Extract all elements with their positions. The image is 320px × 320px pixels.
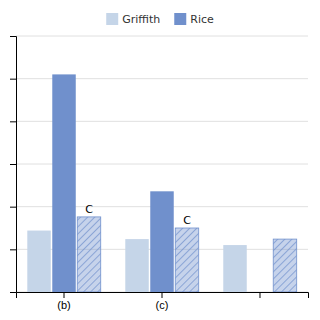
legend-label: Griffith <box>122 13 160 26</box>
y-tick-mark <box>10 249 16 250</box>
bar <box>27 231 50 292</box>
y-tick-mark <box>10 207 16 208</box>
y-tick <box>10 249 16 250</box>
x-tick-mark <box>64 292 65 298</box>
y-tick-mark <box>10 164 16 165</box>
annotation: C <box>85 203 93 216</box>
y-tick <box>10 79 16 80</box>
grid-line <box>16 36 308 37</box>
grid <box>16 36 308 292</box>
y-tick-mark <box>10 292 16 293</box>
legend-item: Griffith <box>106 13 160 26</box>
y-tick <box>10 164 16 165</box>
x-tick-mark <box>162 292 163 298</box>
y-axis-line <box>10 37 17 293</box>
x-axis-line <box>17 293 309 299</box>
bar <box>223 245 246 292</box>
chart: (b)(c)CCGriffithRice <box>0 0 320 320</box>
bar <box>77 217 100 292</box>
y-tick <box>10 36 16 37</box>
bar-series <box>77 217 296 292</box>
y-axis <box>10 37 17 293</box>
x-tick: (c) <box>156 292 169 311</box>
legend-swatch <box>106 13 118 25</box>
bar-series <box>52 74 173 292</box>
bar <box>175 228 198 292</box>
y-tick-mark <box>10 36 16 37</box>
x-tick-label: (c) <box>156 299 169 311</box>
y-tick-mark <box>10 121 16 122</box>
x-tick-label: (b) <box>57 299 70 311</box>
bar <box>52 74 75 292</box>
bars <box>27 74 296 292</box>
y-tick-mark <box>10 79 16 80</box>
y-tick <box>10 207 16 208</box>
x-tick: (b) <box>57 292 70 311</box>
x-tick <box>259 292 260 298</box>
annotation: C <box>183 214 191 227</box>
bar <box>248 292 271 293</box>
bar <box>273 239 296 292</box>
x-axis: (b) (c) <box>17 292 309 311</box>
bar <box>125 239 148 292</box>
legend-swatch <box>174 13 186 25</box>
annotations: CC <box>85 203 191 227</box>
legend: Griffith Rice <box>106 13 214 26</box>
legend-item: Rice <box>174 13 214 26</box>
bar <box>150 191 173 292</box>
y-tick <box>10 121 16 122</box>
y-tick <box>10 292 16 293</box>
x-tick-mark <box>259 292 260 298</box>
legend-label: Rice <box>190 13 214 26</box>
